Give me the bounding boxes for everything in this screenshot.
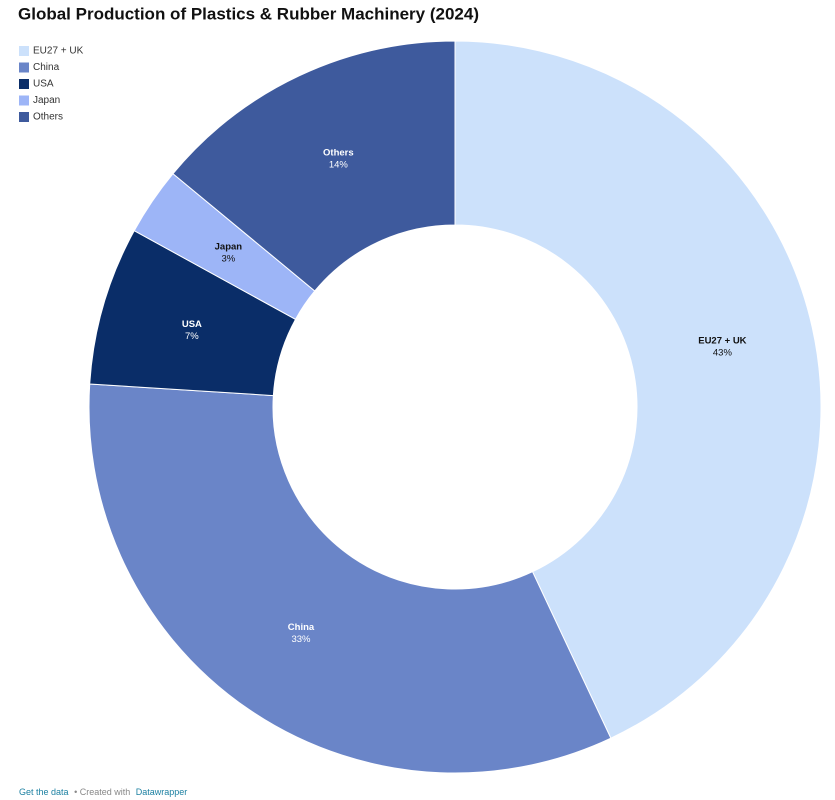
slice-name: Japan <box>215 242 243 253</box>
legend-label: China <box>33 62 60 73</box>
created-with: • Created with <box>74 787 130 797</box>
chart-title: Global Production of Plastics & Rubber M… <box>18 4 479 23</box>
legend-swatch <box>19 112 29 122</box>
legend-label: USA <box>33 79 54 90</box>
get-data-link[interactable]: Get the data <box>19 787 69 797</box>
slice-name: USA <box>182 319 202 330</box>
donut-slice <box>454 40 822 739</box>
legend-label: Others <box>33 112 63 123</box>
legend-swatch <box>19 79 29 89</box>
legend-label: Japan <box>33 95 60 106</box>
slice-value: 3% <box>222 254 236 265</box>
slice-value: 33% <box>291 634 311 645</box>
slice-name: EU27 + UK <box>698 336 746 347</box>
legend-label: EU27 + UK <box>33 46 84 57</box>
legend-swatch <box>19 46 29 56</box>
donut-slice <box>172 40 456 292</box>
donut-slice <box>88 383 612 774</box>
slice-value: 14% <box>329 160 349 171</box>
footer: Get the data • Created with Datawrapper <box>19 787 187 797</box>
slice-value: 43% <box>713 348 733 359</box>
slice-name: Others <box>323 148 354 159</box>
slice-name: China <box>288 622 315 633</box>
legend-swatch <box>19 95 29 106</box>
tool-link[interactable]: Datawrapper <box>136 787 188 797</box>
slice-value: 7% <box>185 331 199 342</box>
legend-swatch <box>19 62 29 73</box>
